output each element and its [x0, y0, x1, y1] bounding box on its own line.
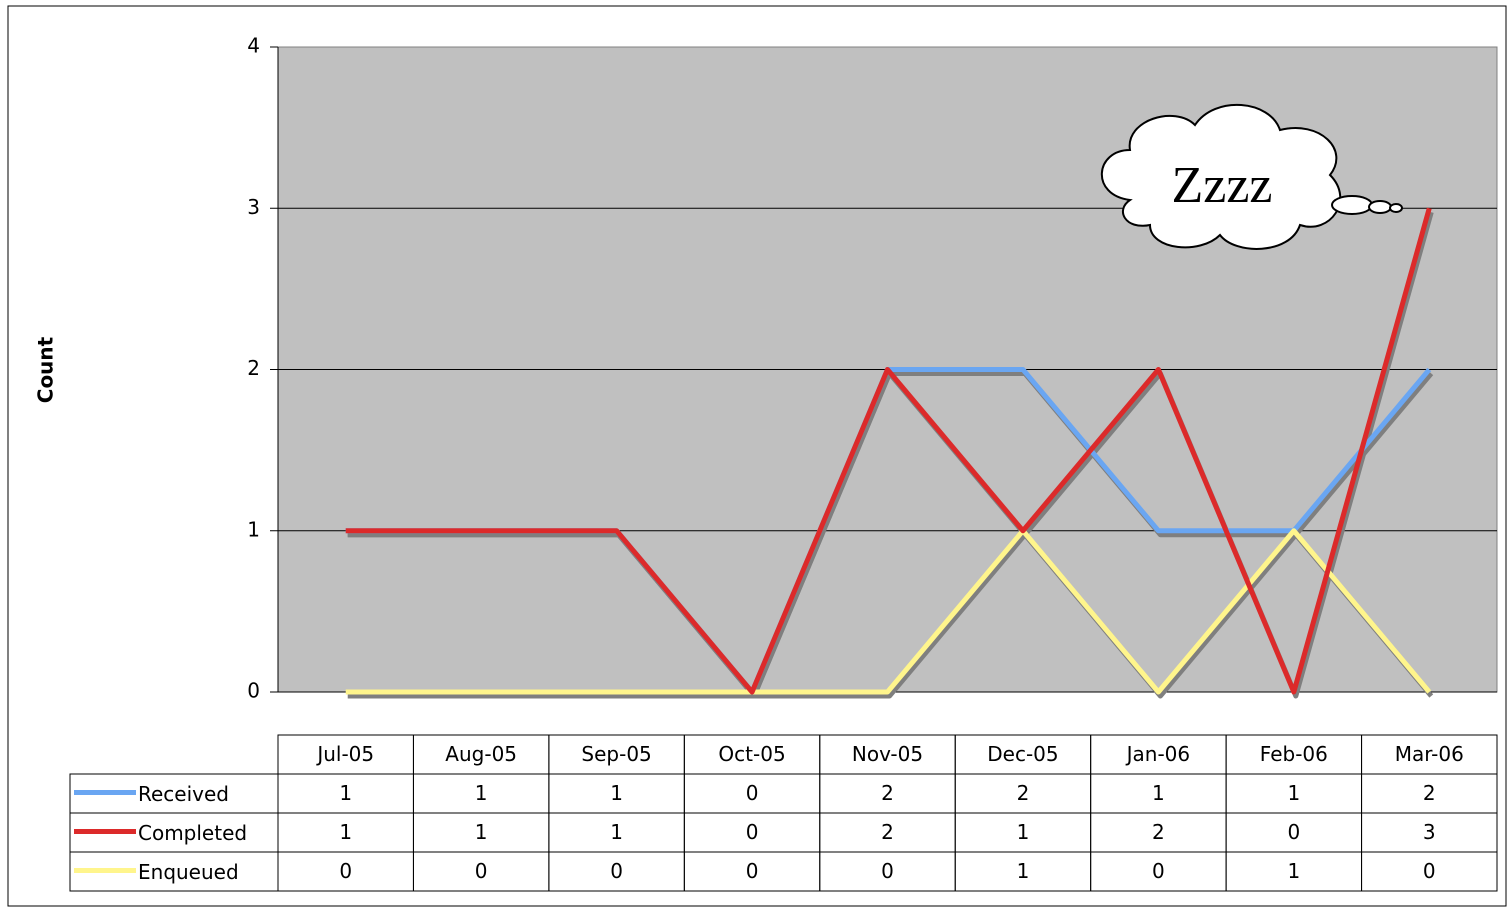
table-value: 0: [475, 859, 488, 883]
y-tick-label: 1: [247, 517, 260, 541]
table-value: 1: [1287, 781, 1300, 805]
table-value: 1: [610, 820, 623, 844]
table-value: 0: [746, 781, 759, 805]
table-value: 2: [1423, 781, 1436, 805]
table-value: 3: [1423, 820, 1436, 844]
table-value: 2: [881, 820, 894, 844]
table-header: Jan-06: [1125, 742, 1191, 766]
table-header: Jul-05: [315, 742, 374, 766]
table-value: 0: [339, 859, 352, 883]
legend-label: Received: [138, 782, 229, 806]
table-value: 0: [1152, 859, 1165, 883]
table-value: 0: [610, 859, 623, 883]
table-header: Sep-05: [581, 742, 651, 766]
table-header: Feb-06: [1260, 742, 1328, 766]
table-value: 0: [1423, 859, 1436, 883]
y-tick-label: 0: [247, 679, 260, 703]
table-value: 0: [746, 859, 759, 883]
y-tick-label: 4: [247, 34, 260, 58]
cloud-bubble: [1332, 196, 1372, 214]
table-header: Oct-05: [718, 742, 785, 766]
cloud-bubble: [1369, 201, 1391, 213]
table-value: 0: [1287, 820, 1300, 844]
y-axis-label: Count: [34, 336, 58, 403]
table-header: Mar-06: [1395, 742, 1464, 766]
table-value: 0: [746, 820, 759, 844]
table-value: 1: [339, 820, 352, 844]
y-tick-label: 3: [247, 195, 260, 219]
table-header: Aug-05: [445, 742, 517, 766]
table-value: 0: [881, 859, 894, 883]
table-header: Dec-05: [987, 742, 1058, 766]
legend-label: Completed: [138, 821, 247, 845]
table-value: 1: [1017, 820, 1030, 844]
y-tick-label: 2: [247, 356, 260, 380]
table-value: 2: [1017, 781, 1030, 805]
cloud-bubble: [1390, 204, 1402, 212]
table-value: 1: [1017, 859, 1030, 883]
annotation: Zzzz: [1171, 157, 1272, 214]
table-value: 1: [475, 781, 488, 805]
table-value: 2: [881, 781, 894, 805]
table-header: Nov-05: [852, 742, 923, 766]
table-value: 1: [1287, 859, 1300, 883]
legend-label: Enqueued: [138, 860, 239, 884]
table-value: 1: [1152, 781, 1165, 805]
table-value: 1: [339, 781, 352, 805]
page: 0 1 2 3 4 Zzzz Count Jul-05 Aug-05 Sep-05 Oct-0…: [0, 0, 1507, 907]
table-value: 1: [475, 820, 488, 844]
chart: 0 1 2 3 4 Zzzz Count Jul-05 Aug-05 Sep-05 Oct-0…: [0, 0, 1507, 907]
table-value: 1: [610, 781, 623, 805]
table-value: 2: [1152, 820, 1165, 844]
